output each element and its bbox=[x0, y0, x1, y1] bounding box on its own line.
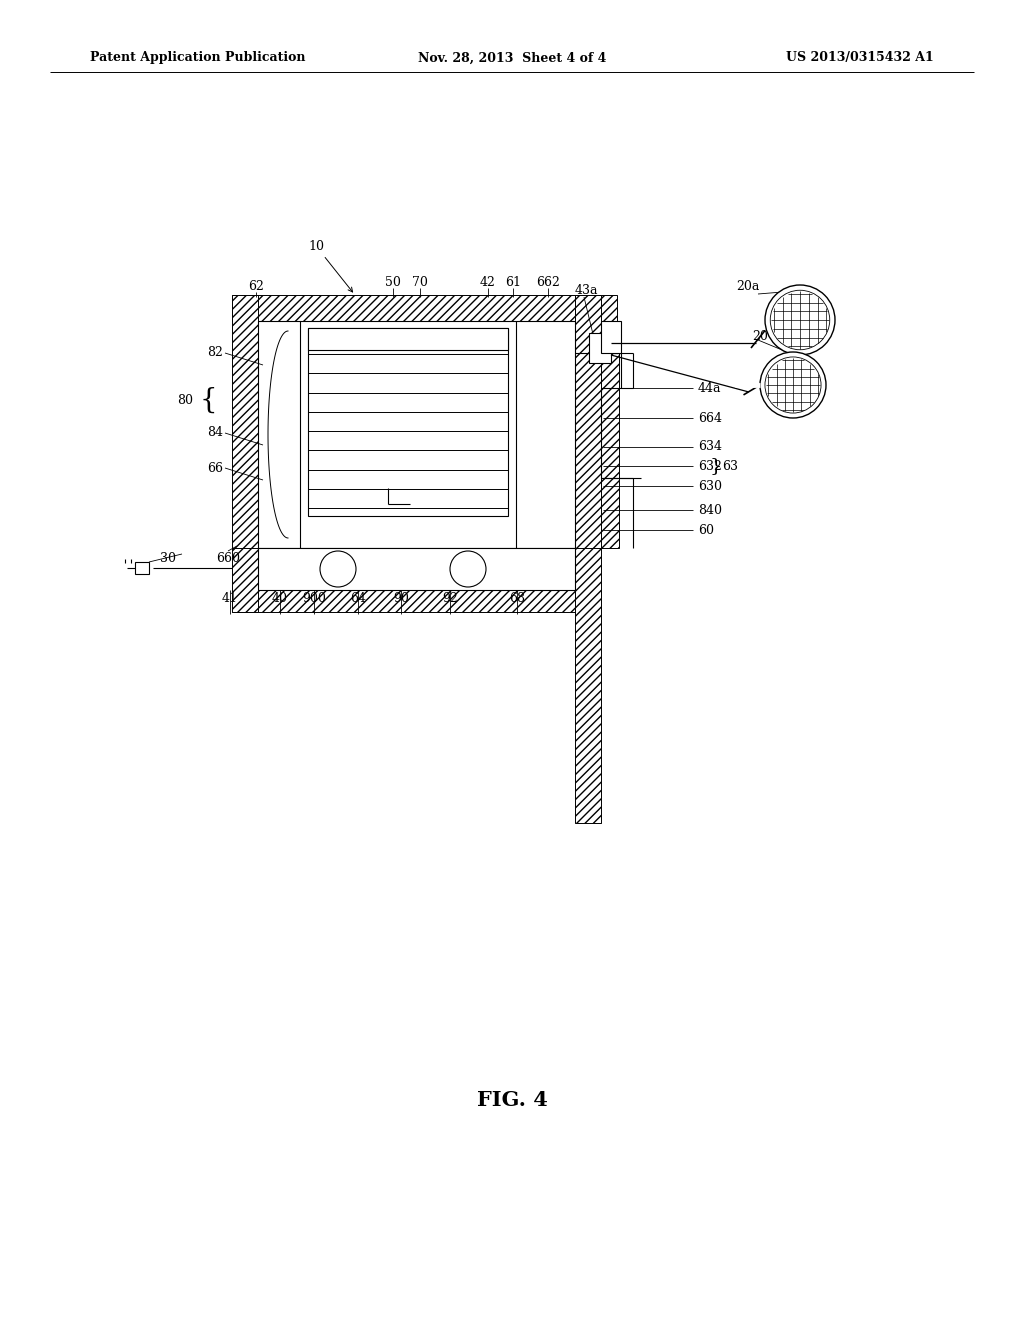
Text: 50: 50 bbox=[385, 276, 401, 289]
Bar bbox=[575, 294, 617, 321]
Text: 42: 42 bbox=[480, 276, 496, 289]
Text: 900: 900 bbox=[302, 591, 326, 605]
Text: 82: 82 bbox=[207, 346, 223, 359]
Text: 840: 840 bbox=[698, 503, 722, 516]
Text: US 2013/0315432 A1: US 2013/0315432 A1 bbox=[786, 51, 934, 65]
Circle shape bbox=[770, 290, 829, 350]
Text: 20: 20 bbox=[752, 330, 768, 342]
Circle shape bbox=[319, 550, 356, 587]
Text: 30: 30 bbox=[160, 552, 176, 565]
Bar bbox=[232, 590, 601, 612]
Text: 20a: 20a bbox=[736, 280, 760, 293]
Text: 62: 62 bbox=[248, 280, 264, 293]
Text: Nov. 28, 2013  Sheet 4 of 4: Nov. 28, 2013 Sheet 4 of 4 bbox=[418, 51, 606, 65]
Text: 90: 90 bbox=[393, 591, 409, 605]
Text: 662: 662 bbox=[536, 276, 560, 289]
Text: 68: 68 bbox=[509, 591, 525, 605]
Text: 60: 60 bbox=[698, 524, 714, 536]
Text: 84: 84 bbox=[207, 426, 223, 440]
Bar bbox=[308, 327, 508, 516]
Bar bbox=[258, 548, 575, 590]
Text: Patent Application Publication: Patent Application Publication bbox=[90, 51, 305, 65]
Text: 664: 664 bbox=[698, 412, 722, 425]
Circle shape bbox=[765, 285, 835, 355]
Text: 660: 660 bbox=[216, 552, 240, 565]
Text: 80: 80 bbox=[177, 393, 193, 407]
Text: 70: 70 bbox=[412, 276, 428, 289]
Text: 630: 630 bbox=[698, 479, 722, 492]
Text: 63: 63 bbox=[722, 459, 738, 473]
Text: {: { bbox=[200, 387, 217, 413]
Text: 43a: 43a bbox=[574, 284, 598, 297]
Bar bbox=[135, 562, 150, 574]
Bar bbox=[232, 294, 258, 548]
Text: 40: 40 bbox=[272, 591, 288, 605]
Bar bbox=[232, 548, 258, 612]
Bar bbox=[575, 294, 601, 548]
Circle shape bbox=[765, 356, 821, 413]
Text: 10: 10 bbox=[308, 239, 352, 292]
Text: 64: 64 bbox=[350, 591, 366, 605]
Bar bbox=[308, 327, 508, 350]
Bar bbox=[575, 548, 601, 822]
Circle shape bbox=[450, 550, 486, 587]
Bar bbox=[232, 294, 575, 321]
Text: FIG. 4: FIG. 4 bbox=[476, 1090, 548, 1110]
Text: 66: 66 bbox=[207, 462, 223, 474]
Bar bbox=[601, 321, 618, 478]
Text: }: } bbox=[710, 458, 722, 475]
Bar bbox=[601, 478, 618, 548]
Text: 632: 632 bbox=[698, 459, 722, 473]
Bar bbox=[601, 321, 621, 352]
Text: 41: 41 bbox=[222, 591, 238, 605]
Text: 44a: 44a bbox=[698, 381, 722, 395]
Bar bbox=[589, 333, 611, 363]
Text: 634: 634 bbox=[698, 441, 722, 454]
Text: 61: 61 bbox=[505, 276, 521, 289]
Text: 92: 92 bbox=[442, 591, 458, 605]
Circle shape bbox=[760, 352, 826, 418]
